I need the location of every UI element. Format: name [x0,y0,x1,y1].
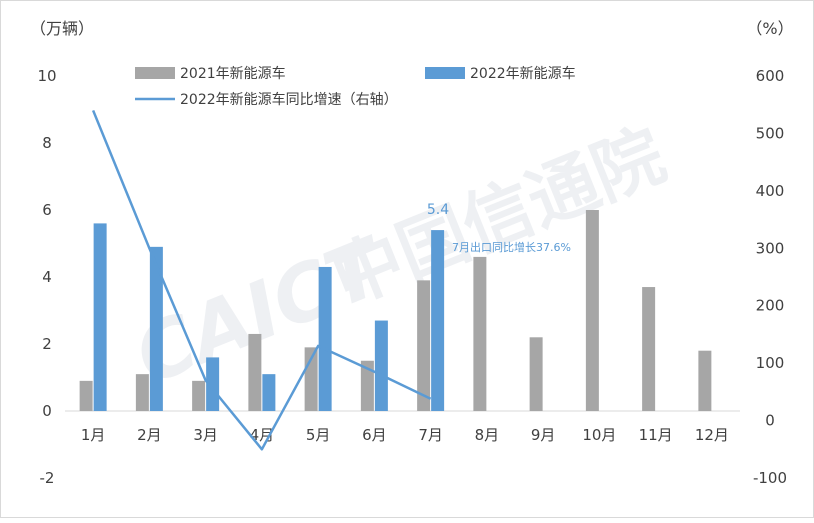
bar-2021 [80,381,93,411]
right-tick-label: 600 [756,67,785,85]
annotation-jul-export-growth: 7月出口同比增长37.6% [452,240,571,254]
bar-2021 [192,381,205,411]
x-tick-label: 9月 [531,426,556,444]
left-tick-label: 10 [37,67,56,85]
bar-2022 [319,267,332,411]
left-tick-label: 4 [42,268,52,286]
x-tick-label: 10月 [582,426,616,444]
bar-2021 [698,351,711,411]
bar-2022 [94,223,107,411]
x-tick-label: 1月 [81,426,106,444]
bar-2021 [530,337,543,411]
legend-swatch-2022 [425,67,465,79]
left-tick-label: -2 [40,469,55,487]
x-tick-label: 3月 [193,426,218,444]
left-tick-label: 2 [42,335,52,353]
x-tick-label: 7月 [418,426,443,444]
x-tick-label: 8月 [475,426,500,444]
right-tick-label: 500 [756,124,785,142]
x-tick-label: 12月 [695,426,729,444]
bar-2022 [431,230,444,411]
x-tick-label: 5月 [306,426,331,444]
bar-2022 [375,321,388,411]
right-axis-unit: （%） [746,19,793,38]
x-tick-label: 6月 [362,426,387,444]
bar-2021 [642,287,655,411]
legend-label-2022: 2022年新能源车 [470,65,576,82]
legend-swatch-2021 [135,67,175,79]
x-tick-label: 11月 [639,426,673,444]
left-axis-unit: （万辆） [30,19,94,38]
bar-2021 [473,257,486,411]
bar-2021 [136,374,149,411]
bar-2022 [262,374,275,411]
right-tick-label: 400 [756,182,785,200]
bar-2021 [248,334,261,411]
legend-label-2021: 2021年新能源车 [180,65,286,82]
data-label-jul-2022: 5.4 [427,202,449,218]
x-tick-label: 2月 [137,426,162,444]
left-tick-label: 6 [42,201,52,219]
right-tick-label: 100 [756,354,785,372]
legend-label-growth: 2022年新能源车同比增速（右轴） [180,91,398,108]
left-tick-label: 0 [42,402,52,420]
right-tick-label: 200 [756,297,785,315]
bar-2022 [150,247,163,411]
right-tick-label: 0 [765,412,775,430]
left-tick-label: 8 [42,134,52,152]
right-tick-label: 300 [756,239,785,257]
right-tick-label: -100 [753,469,787,487]
bar-2021 [586,210,599,411]
bar-2021 [417,280,430,411]
